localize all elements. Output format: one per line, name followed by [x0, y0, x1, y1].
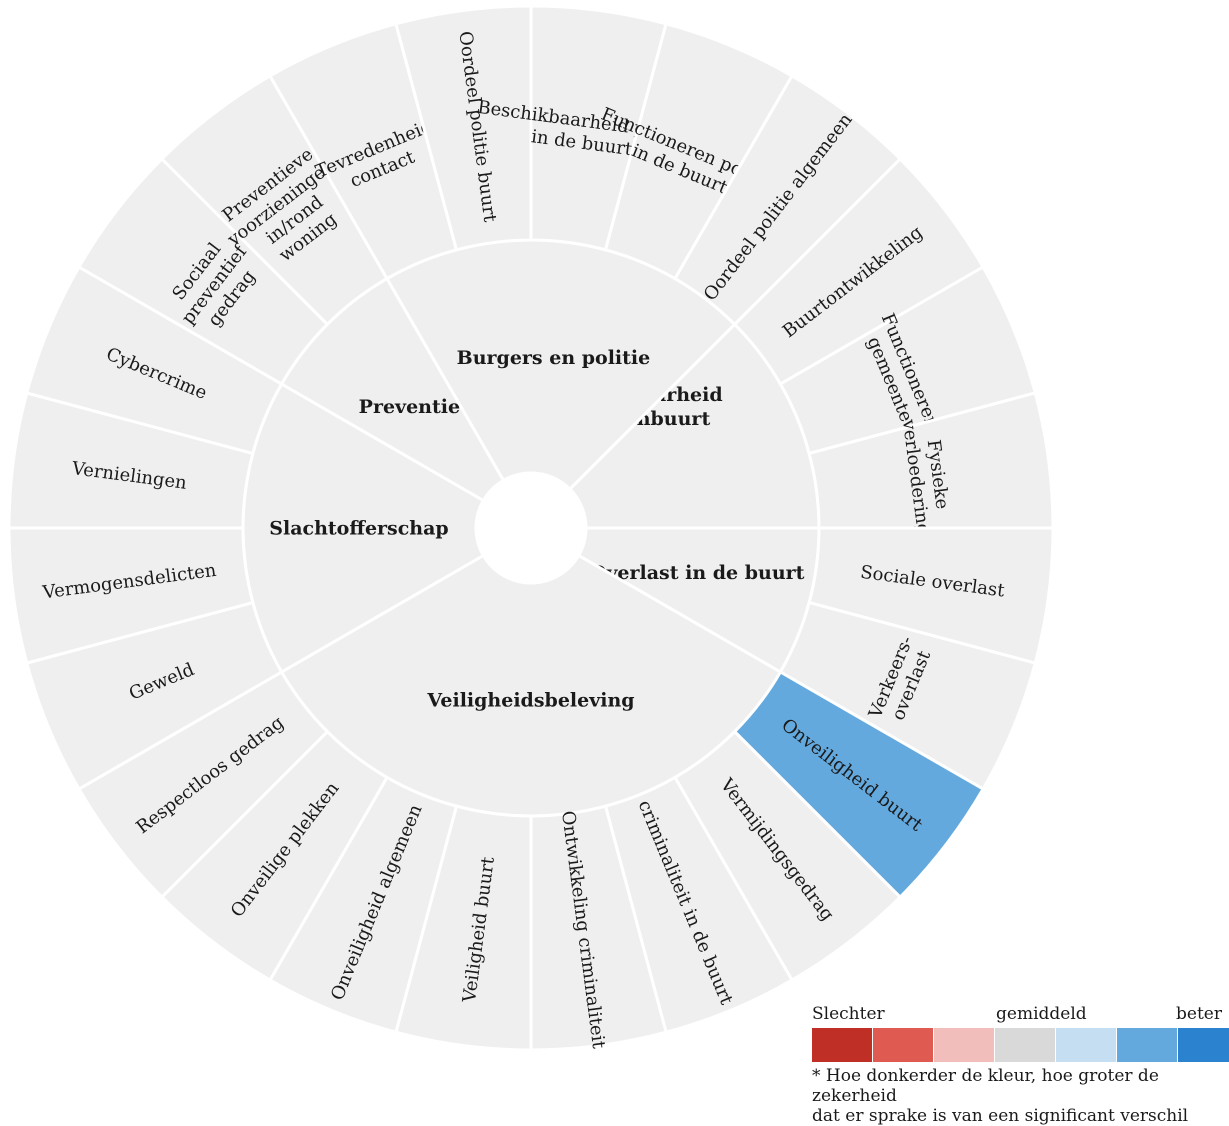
legend-color-scale — [812, 1028, 1229, 1062]
legend-label-worse: Slechter — [812, 1004, 885, 1024]
category-label-overlast-in-de-buurt: Overlast in de buurt — [590, 562, 805, 584]
legend-swatch-3 — [934, 1028, 994, 1062]
category-label-burgers-en-politie: Burgers en politie — [457, 347, 651, 369]
legend: Slechter gemiddeld beter * Hoe donkerder… — [812, 1004, 1229, 1126]
category-label-slachtofferschap: Slachtofferschap — [269, 518, 448, 540]
item-segment-oordeel-politie-algemeen — [672, 73, 903, 327]
legend-swatch-2 — [873, 1028, 933, 1062]
legend-swatch-4 — [995, 1028, 1055, 1062]
legend-swatch-6 — [1117, 1028, 1177, 1062]
legend-label-average: gemiddeld — [996, 1004, 1087, 1024]
category-label-preventie: Preventie — [359, 396, 460, 418]
legend-swatch-1 — [812, 1028, 872, 1062]
legend-swatch-5 — [1056, 1028, 1116, 1062]
legend-note: * Hoe donkerder de kleur, hoe groter de … — [812, 1066, 1229, 1126]
legend-label-better: beter — [1176, 1004, 1222, 1024]
legend-swatch-7 — [1178, 1028, 1229, 1062]
legend-note-line-1: * Hoe donkerder de kleur, hoe groter de … — [812, 1066, 1159, 1106]
category-label-veiligheidsbeleving: Veiligheidsbeleving — [426, 690, 634, 712]
legend-note-line-2: dat er sprake is van een significant ver… — [812, 1106, 1189, 1126]
center-hole — [476, 473, 586, 583]
